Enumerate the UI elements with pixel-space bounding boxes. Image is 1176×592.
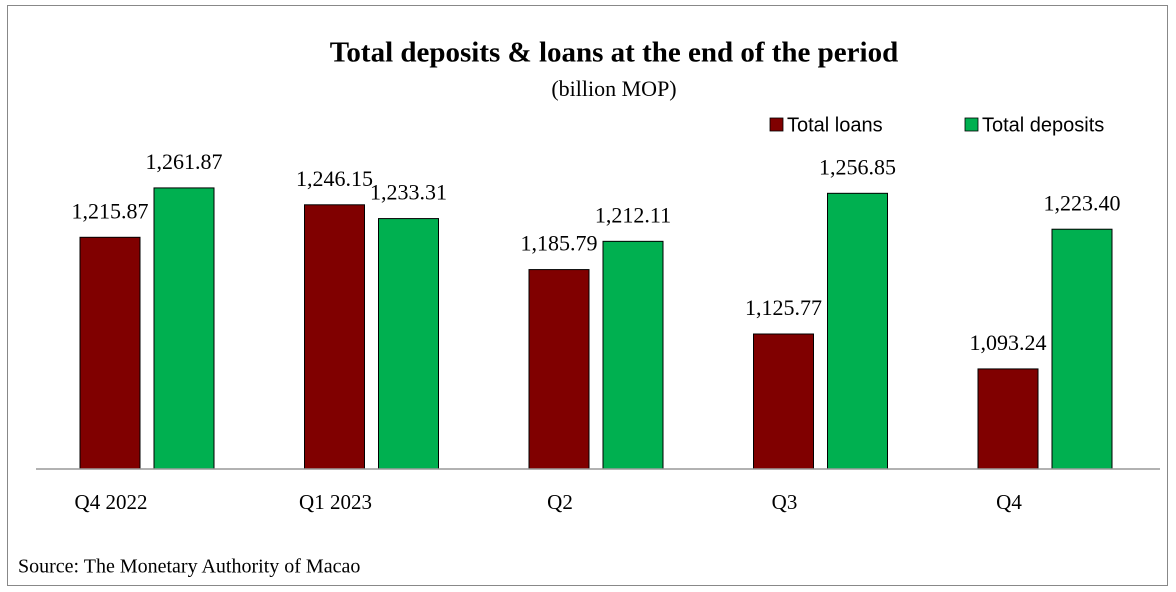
x-tick-label: Q2 [547,490,573,514]
x-tick-label: Q4 2022 [75,490,148,514]
bar [304,204,365,470]
bar [977,368,1039,470]
data-label: 1,185.79 [521,231,598,256]
bar [1051,228,1113,470]
bar [378,218,439,470]
data-label: 1,093.24 [970,330,1047,355]
bar [528,269,590,470]
data-label: 1,256.85 [819,154,896,179]
x-tick-label: Q1 2023 [299,490,372,514]
data-label: 1,246.15 [296,166,373,191]
bar [153,187,215,470]
bar [753,333,814,470]
data-label: 1,233.31 [370,180,447,205]
bar [827,192,888,470]
legend-swatch [769,117,784,132]
legend-label: Total loans [787,114,883,136]
chart-title: Total deposits & loans at the end of the… [330,37,899,69]
x-tick-label: Q3 [772,490,798,514]
data-label: 1,261.87 [146,149,223,174]
bar [79,236,141,470]
x-tick-label: Q4 [996,490,1022,514]
data-label: 1,223.40 [1044,190,1121,215]
chart-subtitle: (billion MOP) [551,76,676,101]
bar [602,240,664,470]
data-label: 1,215.87 [72,198,149,223]
data-label: 1,125.77 [745,295,822,320]
legend-swatch [964,117,979,132]
source-note: Source: The Monetary Authority of Macao [18,556,360,578]
data-label: 1,212.11 [595,202,671,227]
legend-label: Total deposits [982,114,1104,136]
